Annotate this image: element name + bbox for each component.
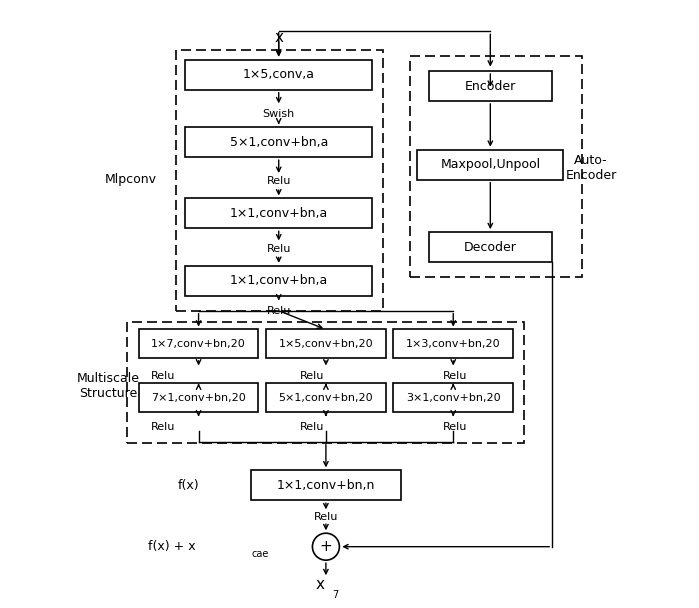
Text: 1×7,conv+bn,20: 1×7,conv+bn,20: [151, 339, 246, 349]
Text: Relu: Relu: [301, 422, 324, 432]
Bar: [185, 127, 373, 157]
Text: Decoder: Decoder: [464, 241, 517, 254]
Text: cae: cae: [251, 549, 268, 559]
Text: 1×1,conv+bn,a: 1×1,conv+bn,a: [229, 274, 328, 287]
Text: 5×1,conv+bn,a: 5×1,conv+bn,a: [229, 136, 328, 149]
Text: Multiscale
Structure: Multiscale Structure: [77, 371, 140, 399]
Bar: [428, 232, 552, 262]
Bar: [127, 322, 524, 443]
Bar: [251, 470, 401, 500]
Text: +: +: [319, 539, 332, 554]
Bar: [394, 384, 513, 412]
Text: Relu: Relu: [314, 512, 338, 522]
Text: Relu: Relu: [266, 306, 291, 316]
Text: Relu: Relu: [266, 244, 291, 254]
Text: Encoder: Encoder: [465, 80, 516, 92]
Bar: [266, 330, 386, 358]
Bar: [185, 266, 373, 295]
Bar: [266, 384, 386, 412]
Text: 3×1,conv+bn,20: 3×1,conv+bn,20: [406, 393, 500, 402]
Text: 1×1,conv+bn,n: 1×1,conv+bn,n: [277, 478, 375, 492]
Text: x: x: [274, 30, 283, 45]
Text: Relu: Relu: [150, 371, 175, 381]
Text: f(x) + x: f(x) + x: [147, 540, 195, 553]
Text: Relu: Relu: [442, 371, 467, 381]
Text: 1×3,conv+bn,20: 1×3,conv+bn,20: [406, 339, 500, 349]
Text: f(x): f(x): [178, 478, 200, 492]
Text: Mlpconv: Mlpconv: [105, 173, 157, 186]
Text: Relu: Relu: [266, 176, 291, 186]
Bar: [138, 384, 259, 412]
Bar: [410, 56, 582, 277]
Text: Auto-
Encoder: Auto- Encoder: [565, 154, 617, 182]
Text: 5×1,conv+bn,20: 5×1,conv+bn,20: [279, 393, 373, 402]
Text: 1×1,conv+bn,a: 1×1,conv+bn,a: [229, 207, 328, 220]
Bar: [417, 150, 563, 179]
Bar: [428, 71, 552, 101]
Bar: [185, 60, 373, 90]
Text: x: x: [315, 576, 324, 592]
Text: Relu: Relu: [442, 422, 467, 432]
Text: 7×1,conv+bn,20: 7×1,conv+bn,20: [151, 393, 246, 402]
Text: 1×5,conv,a: 1×5,conv,a: [243, 68, 315, 81]
Bar: [394, 330, 513, 358]
Bar: [176, 50, 383, 311]
Text: Maxpool,Unpool: Maxpool,Unpool: [440, 158, 540, 171]
Bar: [185, 198, 373, 229]
Text: Relu: Relu: [301, 371, 324, 381]
Text: 7: 7: [333, 590, 339, 600]
Text: Swish: Swish: [263, 109, 295, 119]
Text: 1×5,conv+bn,20: 1×5,conv+bn,20: [279, 339, 373, 349]
Bar: [138, 330, 259, 358]
Text: Relu: Relu: [150, 422, 175, 432]
